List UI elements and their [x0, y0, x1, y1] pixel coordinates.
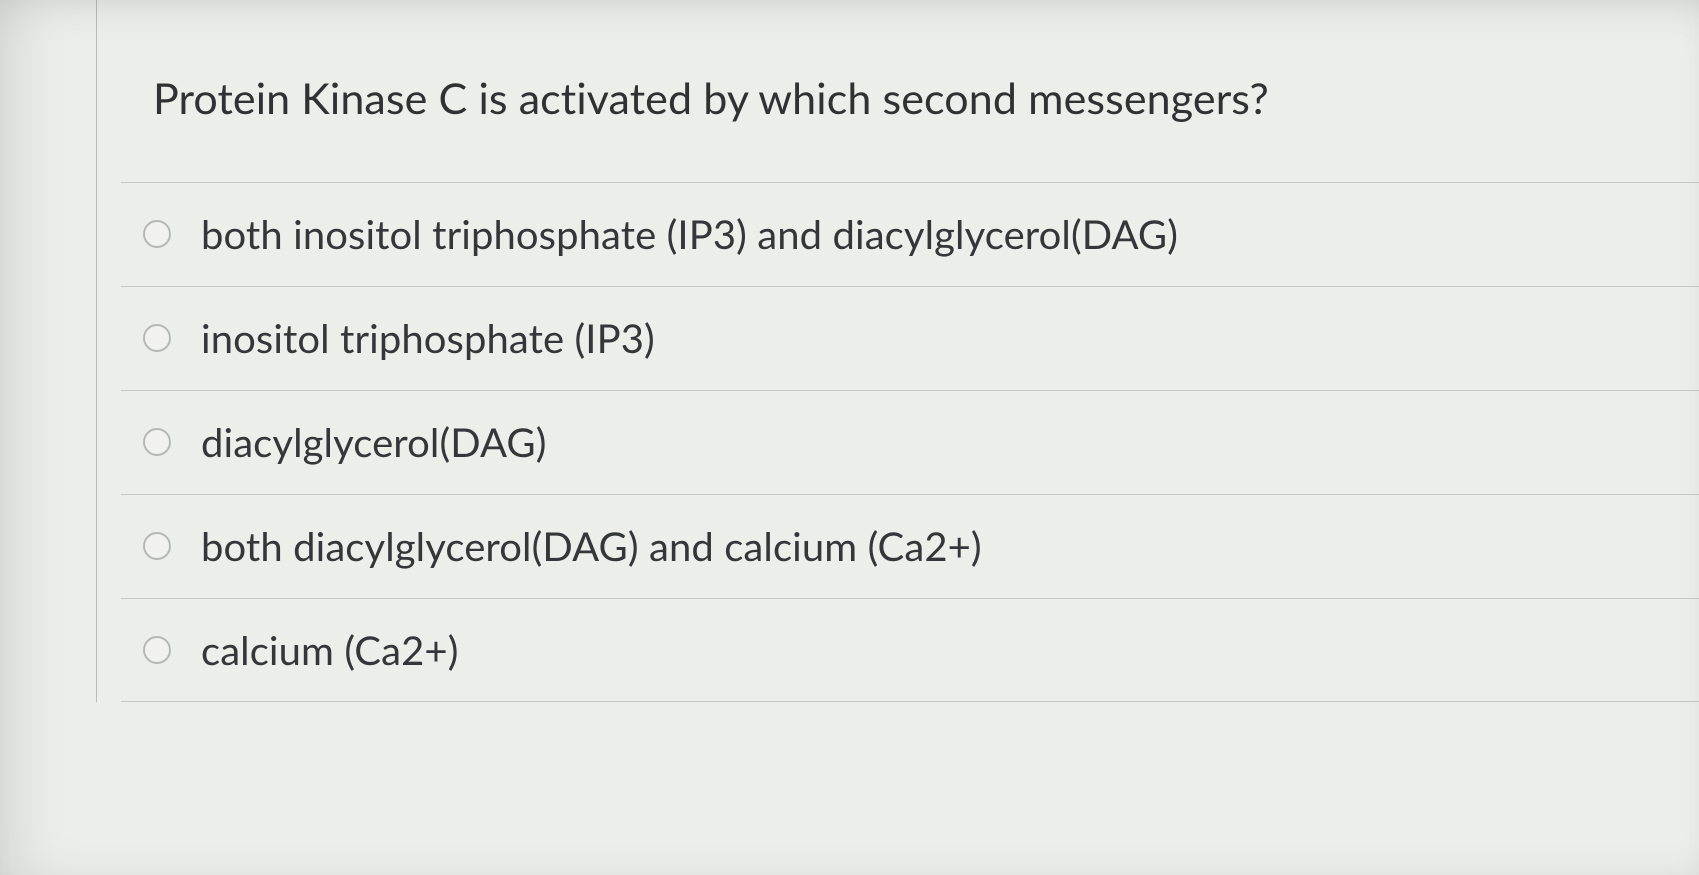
option-label: both diacylglycerol(DAG) and calcium (Ca… [201, 522, 982, 570]
option-row[interactable]: calcium (Ca2+) [121, 598, 1699, 702]
option-row[interactable]: diacylglycerol(DAG) [121, 390, 1699, 494]
radio-icon[interactable] [143, 220, 171, 248]
option-label: calcium (Ca2+) [201, 626, 458, 674]
option-label: diacylglycerol(DAG) [201, 418, 547, 466]
radio-icon[interactable] [143, 428, 171, 456]
option-label: inositol triphosphate (IP3) [201, 314, 655, 362]
option-label: both inositol triphosphate (IP3) and dia… [201, 210, 1178, 258]
option-row[interactable]: inositol triphosphate (IP3) [121, 286, 1699, 390]
radio-icon[interactable] [143, 636, 171, 664]
option-row[interactable]: both diacylglycerol(DAG) and calcium (Ca… [121, 494, 1699, 598]
question-block: Protein Kinase C is activated by which s… [96, 0, 1699, 702]
options-list: both inositol triphosphate (IP3) and dia… [121, 182, 1699, 702]
quiz-screen: Protein Kinase C is activated by which s… [0, 0, 1699, 875]
option-row[interactable]: both inositol triphosphate (IP3) and dia… [121, 182, 1699, 286]
radio-icon[interactable] [143, 324, 171, 352]
radio-icon[interactable] [143, 532, 171, 560]
question-text: Protein Kinase C is activated by which s… [97, 48, 1699, 182]
